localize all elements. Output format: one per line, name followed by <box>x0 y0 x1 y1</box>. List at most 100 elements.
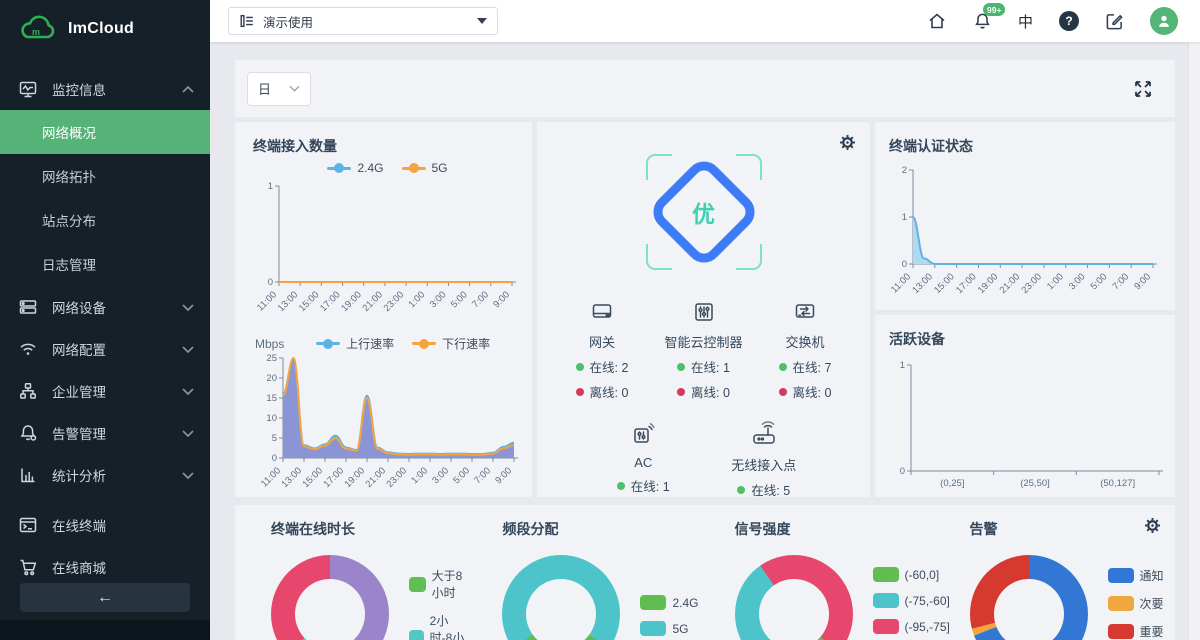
bar-chart-icon <box>21 468 35 483</box>
language-toggle[interactable]: 中 <box>1017 13 1033 31</box>
svg-text:13:00: 13:00 <box>280 465 305 490</box>
scrollbar[interactable] <box>1188 42 1200 640</box>
sidebar-item-network-config[interactable]: 网络配置 <box>0 328 210 370</box>
legend-item[interactable]: (-95,-75] <box>872 619 950 634</box>
svg-text:11:00: 11:00 <box>259 465 283 489</box>
legend-item[interactable]: (-60,0] <box>872 567 939 582</box>
sidebar-item-label: 站点分布 <box>42 214 96 229</box>
legend-item[interactable]: 2.4G <box>640 595 699 610</box>
bracket-corner <box>735 154 762 180</box>
sidebar-item-online-terminals[interactable]: 在线终端 <box>0 504 210 546</box>
offline-dot <box>575 387 584 396</box>
legend-label: 次要 <box>1139 597 1164 611</box>
app-logo: m ImCloud <box>0 0 210 54</box>
active-devices-card: 活跃设备 0 1 (0,25] (25,50] (50,127] <box>875 315 1175 497</box>
settings-button[interactable] <box>1144 517 1161 539</box>
legend-swatch <box>1107 624 1134 639</box>
legend-label: 下行速率 <box>442 337 491 351</box>
legend-label: 2小时-8小时 <box>429 614 465 640</box>
device-online-count: 在线: 7 <box>778 357 831 376</box>
main-content: 日 终端接入数量 2.4G 5G 0 1 11:00 13:00 15:00 17:00 19… <box>210 42 1200 640</box>
device-online-count: 在线: 1 <box>677 357 730 376</box>
legend-item[interactable]: 重要 <box>1107 623 1164 640</box>
svg-text:1:00: 1:00 <box>409 465 430 486</box>
help-button[interactable]: ? <box>1059 11 1079 31</box>
fullscreen-button[interactable] <box>1133 79 1153 99</box>
svg-text:m: m <box>32 27 40 37</box>
sidebar-item-label: 网络配置 <box>52 343 106 358</box>
person-icon <box>1159 15 1169 27</box>
legend-swatch <box>640 595 667 610</box>
sidebar-item-label: 监控信息 <box>52 83 106 98</box>
device-name: 智能云控制器 <box>664 335 743 350</box>
alarm-bell-icon <box>20 425 37 441</box>
device-offline-count: 离线: 0 <box>677 382 730 401</box>
legend-item[interactable]: 次要 <box>1107 595 1164 612</box>
ac-icon <box>630 417 656 447</box>
sidebar-item-statistics[interactable]: 统计分析 <box>0 454 210 496</box>
sidebar-item-network-devices[interactable]: 网络设备 <box>0 286 210 328</box>
svg-text:5: 5 <box>272 433 277 444</box>
feedback-button[interactable] <box>1105 12 1124 31</box>
home-icon <box>929 13 945 29</box>
legend-swatch <box>872 619 899 634</box>
svg-text:25: 25 <box>266 353 277 364</box>
sidebar-item-monitor-info[interactable]: 监控信息 <box>0 68 210 110</box>
app-title: ImCloud <box>68 20 135 37</box>
user-avatar[interactable] <box>1150 7 1178 35</box>
band-allocation-section: 频段分配 2.4G 5G <box>466 519 699 640</box>
notifications-badge: 99+ <box>982 3 1006 16</box>
legend-item[interactable]: 上行速率 <box>316 335 394 352</box>
legend-marker <box>412 338 437 349</box>
device-name: 网关 <box>588 335 615 350</box>
svg-text:5:00: 5:00 <box>451 465 472 486</box>
chart-legend: 2.4G 5G <box>640 595 699 636</box>
site-selector-value: 演示使用 <box>263 15 314 30</box>
legend-item[interactable]: 5G <box>401 161 448 175</box>
sidebar-item-site-distribution[interactable]: 站点分布 <box>0 198 210 242</box>
legend-item[interactable]: (-75,-60] <box>872 593 950 608</box>
legend-item[interactable]: 2.4G <box>327 161 384 175</box>
legend-item[interactable]: 2小时-8小时 <box>409 612 466 640</box>
auth-status-card: 终端认证状态 0 1 2 11:00 13:00 15:00 17:00 19:00 21:00… <box>875 122 1175 310</box>
controller-icon <box>692 294 716 324</box>
settings-button[interactable] <box>839 134 856 156</box>
legend-label: 2.4G <box>672 595 699 610</box>
svg-text:15:00: 15:00 <box>297 289 322 314</box>
wifi-icon <box>20 343 36 355</box>
device-online-count: 在线: 5 <box>737 480 790 499</box>
terminal-icon <box>19 517 37 533</box>
sidebar-item-network-overview[interactable]: 网络概况 <box>0 110 210 154</box>
sidebar-collapse-button[interactable]: ← <box>20 583 190 612</box>
sidebar-item-alarm-mgmt[interactable]: 告警管理 <box>0 412 210 454</box>
site-selector[interactable]: 演示使用 <box>228 7 498 35</box>
svg-text:0: 0 <box>900 466 905 477</box>
svg-text:7:00: 7:00 <box>1110 271 1131 292</box>
legend-item[interactable]: 通知 <box>1107 567 1164 584</box>
period-select[interactable]: 日 <box>247 71 311 106</box>
signal-strength-section: 信号强度 (-60,0] (-75,-60] (-95,-75] <box>699 519 950 640</box>
legend-item[interactable]: 5G <box>640 621 689 636</box>
legend-swatch <box>872 567 899 582</box>
sidebar-item-online-mall[interactable]: 在线商城 <box>0 546 210 588</box>
signal-strength-donut <box>734 555 853 640</box>
notifications-button[interactable]: 99+ <box>973 3 1006 31</box>
legend-item[interactable]: 下行速率 <box>412 335 490 352</box>
home-button[interactable] <box>927 11 947 31</box>
svg-text:(0,25]: (0,25] <box>940 478 964 489</box>
band-allocation-donut <box>502 555 621 640</box>
legend-marker <box>327 163 352 173</box>
toolbar: 日 <box>235 60 1175 117</box>
svg-text:7:00: 7:00 <box>472 465 493 486</box>
legend-item[interactable]: 大于8小时 <box>409 567 466 601</box>
online-dot <box>677 362 686 371</box>
sidebar-item-log-management[interactable]: 日志管理 <box>0 242 210 286</box>
legend-swatch <box>409 576 426 592</box>
sidebar-item-network-topology[interactable]: 网络拓扑 <box>0 154 210 198</box>
svg-text:3:00: 3:00 <box>428 289 449 310</box>
svg-text:15: 15 <box>266 393 277 404</box>
chart-title: 活跃设备 <box>889 331 945 347</box>
svg-text:(25,50]: (25,50] <box>1020 478 1050 489</box>
sidebar-item-enterprise-mgmt[interactable]: 企业管理 <box>0 370 210 412</box>
